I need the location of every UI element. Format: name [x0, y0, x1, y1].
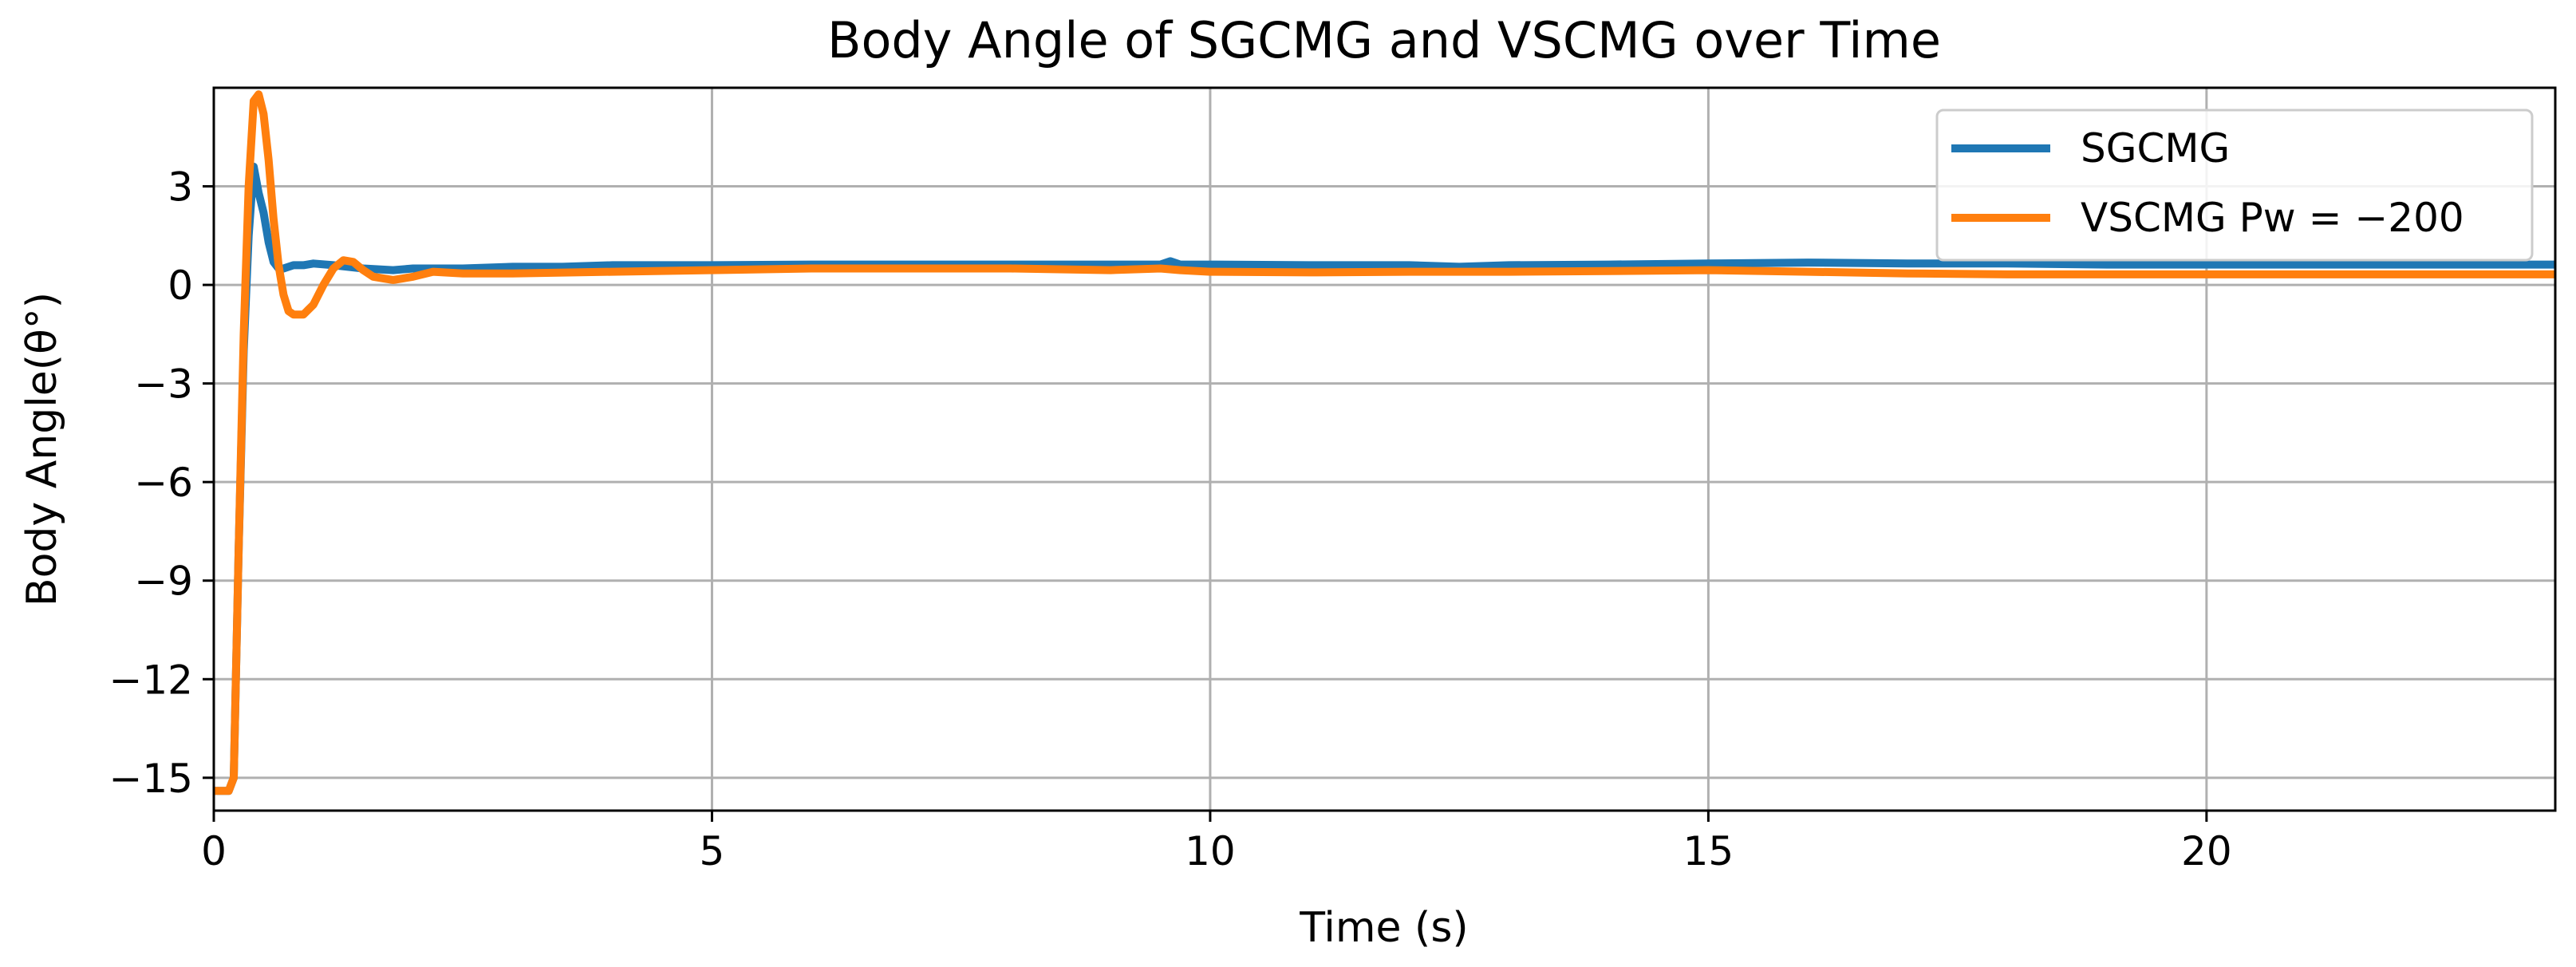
y-tick-label: −15	[108, 756, 193, 802]
y-tick-label: −6	[134, 460, 193, 506]
ticks: 0 5 10 15 20 3 0 −3 −6 −9 −12 −15	[108, 164, 2231, 874]
y-tick-label: −3	[134, 361, 193, 408]
x-tick-label: 5	[700, 828, 725, 874]
y-tick-label: −12	[108, 657, 193, 703]
x-tick-label: 15	[1683, 828, 1734, 874]
legend-box	[1935, 109, 2534, 262]
x-tick-label: 20	[2181, 828, 2232, 874]
x-axis-label: Time (s)	[1299, 904, 1468, 952]
legend-label-sgcmg: SGCMG	[2081, 125, 2230, 172]
legend-label-vscmg: VSCMG Pw = −200	[2081, 195, 2464, 241]
chart-title: Body Angle of SGCMG and VSCMG over Time	[827, 11, 1941, 69]
y-tick-label: −9	[134, 558, 193, 605]
y-tick-label: 3	[168, 164, 193, 211]
series-layer	[214, 90, 2555, 795]
plot-frame	[212, 86, 2557, 812]
y-tick-label: 0	[168, 262, 193, 309]
y-axis-label: Body Angle(θ°)	[18, 292, 66, 606]
grid	[212, 88, 2555, 811]
series-line-vscmg	[214, 90, 2555, 795]
x-tick-label: 0	[201, 828, 227, 874]
x-tick-label: 10	[1185, 828, 1236, 874]
legend: SGCMG VSCMG Pw = −200	[1935, 109, 2534, 262]
series-line-sgcmg	[214, 162, 2555, 795]
